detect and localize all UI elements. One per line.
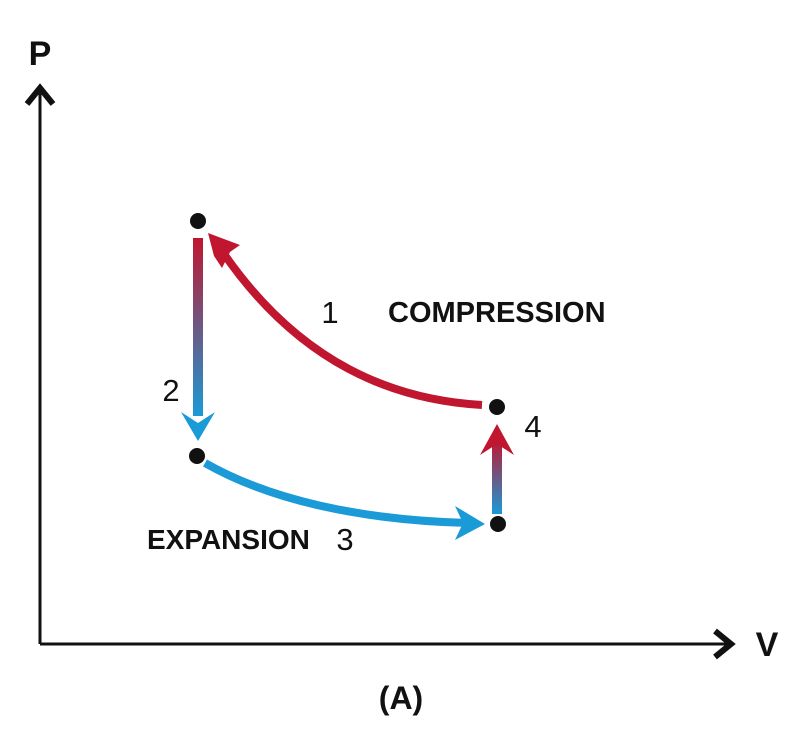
compression-arrow	[208, 233, 483, 409]
process-2-arrow	[181, 238, 215, 441]
y-axis-arrow-icon	[24, 83, 56, 106]
x-axis-arrow-icon	[713, 628, 736, 660]
x-axis-label: V	[756, 626, 779, 664]
state-point-3-icon	[490, 516, 506, 532]
expansion-arrowhead-icon	[455, 506, 485, 540]
state-point-2-icon	[189, 448, 205, 464]
point-label-4: 4	[524, 409, 541, 444]
x-axis	[40, 628, 736, 660]
point-label-1: 1	[321, 295, 338, 330]
compression-curve	[218, 248, 483, 409]
figure-label: (A)	[379, 680, 423, 716]
expansion-label: EXPANSION	[147, 524, 310, 555]
compression-label: COMPRESSION	[388, 297, 606, 329]
process-2-arrowhead-icon	[181, 412, 215, 441]
y-axis-label: P	[29, 35, 52, 73]
point-label-2: 2	[162, 373, 179, 408]
compression-arrowhead-icon	[208, 233, 240, 268]
state-point-1-icon	[190, 213, 206, 229]
expansion-arrow	[203, 459, 485, 540]
process-4-arrow	[480, 424, 514, 514]
state-point-4-icon	[489, 399, 505, 415]
process-4-arrowhead-icon	[480, 424, 514, 455]
point-label-3: 3	[336, 522, 353, 557]
expansion-curve	[203, 459, 469, 527]
y-axis	[24, 83, 56, 644]
